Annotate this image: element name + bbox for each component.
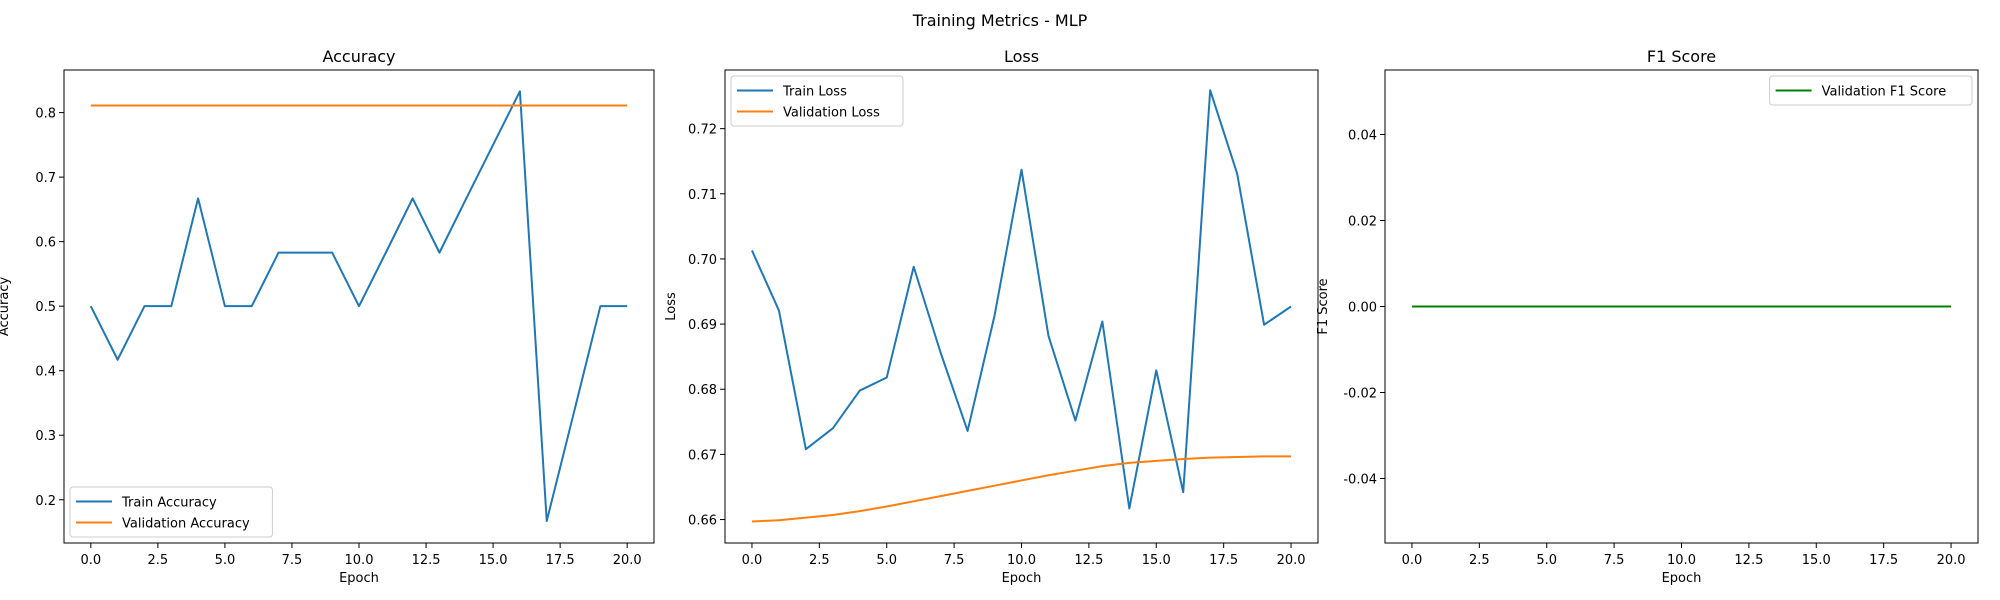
f1-score-panel: F1 Score 0.0 2.5 5.0 7.5 10.0 12.5 15.0 17.5 20.0…: [1316, 47, 1979, 586]
f1-score-x-tick-label: 5.0: [1536, 553, 1557, 568]
accuracy-y-tick-label: 0.3: [35, 429, 56, 444]
loss-series-line-2: [751, 455, 1292, 523]
loss-x-tick-label: 5.0: [876, 553, 897, 568]
loss-plot-frame: [724, 69, 1319, 544]
accuracy-x-tick-label: 5.0: [215, 553, 236, 568]
f1-score-y-tick-label: 0.02: [1348, 215, 1377, 230]
loss-legend-box: [730, 75, 904, 127]
accuracy-legend: Train Accuracy Validation Accuracy: [69, 486, 273, 538]
accuracy-plot-frame: [63, 69, 655, 544]
f1-score-legend-label: Validation F1 Score: [1822, 85, 1947, 100]
accuracy-legend-box: [69, 486, 273, 538]
f1-score-x-axis-label: Epoch: [1662, 571, 1702, 586]
f1-score-y-tick-label: 0.00: [1348, 301, 1377, 316]
f1-score-y-tick-label: 0.04: [1348, 129, 1377, 144]
f1-score-x-tick-label: 12.5: [1734, 553, 1763, 568]
loss-y-tick-label: 0.71: [688, 188, 717, 203]
loss-x-tick-label: 2.5: [809, 553, 830, 568]
f1-score-x-tick-label: 0.0: [1402, 553, 1423, 568]
loss-y-tick-label: 0.67: [688, 448, 717, 463]
f1-score-x-tick-label: 15.0: [1802, 553, 1831, 568]
loss-legend-label: Validation Loss: [783, 106, 880, 121]
f1-score-legend-box: [1769, 75, 1973, 106]
accuracy-x-tick-label: 12.5: [412, 553, 441, 568]
loss-y-tick-label: 0.66: [688, 514, 717, 529]
accuracy-y-tick-label: 0.2: [35, 494, 56, 509]
loss-x-tick-label: 12.5: [1074, 553, 1103, 568]
loss-panel: Loss 0.0 2.5 5.0 7.5 10.0 12.5 15.0 17.5 20.0 0.66…: [664, 47, 1319, 586]
loss-legend: Train Loss Validation Loss: [730, 75, 904, 127]
accuracy-y-tick-label: 0.4: [35, 365, 56, 380]
f1-score-legend: Validation F1 Score: [1769, 75, 1973, 106]
accuracy-x-tick-label: 17.5: [546, 553, 575, 568]
loss-x-tick-label: 17.5: [1209, 553, 1238, 568]
accuracy-x-tick-label: 7.5: [282, 553, 303, 568]
accuracy-title: Accuracy: [322, 47, 395, 66]
accuracy-y-tick-label: 0.8: [35, 107, 56, 122]
loss-y-axis-label: Loss: [664, 292, 679, 321]
loss-x-axis-label: Epoch: [1002, 571, 1042, 586]
loss-x-tick-label: 7.5: [944, 553, 965, 568]
loss-x-tick-label: 20.0: [1277, 553, 1306, 568]
loss-y-tick-label: 0.68: [688, 383, 717, 398]
f1-score-x-tick-label: 10.0: [1667, 553, 1696, 568]
figure-title: Training Metrics - MLP: [912, 11, 1088, 30]
f1-score-x-tick-label: 2.5: [1469, 553, 1490, 568]
loss-x-tick-label: 10.0: [1007, 553, 1036, 568]
accuracy-y-tick-label: 0.7: [35, 171, 56, 186]
accuracy-x-tick-label: 2.5: [148, 553, 169, 568]
loss-x-tick-label: 0.0: [742, 553, 763, 568]
accuracy-y-tick-label: 0.5: [35, 300, 56, 315]
accuracy-y-tick-label: 0.6: [35, 236, 56, 251]
f1-score-y-tick-label: -0.04: [1343, 473, 1377, 488]
f1-score-x-tick-label: 7.5: [1604, 553, 1625, 568]
loss-y-tick-label: 0.70: [688, 253, 717, 268]
accuracy-panel: Accuracy 0.0 2.5 5.0 7.5 10.0 12.5 15.0 17.5 20.0…: [0, 47, 655, 586]
loss-series-line-1: [751, 89, 1292, 510]
loss-y-tick-label: 0.69: [688, 318, 717, 333]
loss-x-tick-label: 15.0: [1142, 553, 1171, 568]
accuracy-legend-label: Train Accuracy: [121, 496, 217, 511]
accuracy-x-tick-label: 20.0: [613, 553, 642, 568]
loss-legend-label: Train Loss: [782, 85, 847, 100]
accuracy-x-tick-label: 10.0: [345, 553, 374, 568]
accuracy-series-line-1: [89, 90, 628, 523]
accuracy-legend-label: Validation Accuracy: [122, 517, 250, 532]
f1-score-plot-frame: [1384, 69, 1979, 544]
loss-title: Loss: [1004, 47, 1039, 66]
accuracy-x-tick-label: 15.0: [479, 553, 508, 568]
accuracy-y-axis-label: Accuracy: [0, 277, 12, 337]
loss-y-tick-label: 0.72: [688, 123, 717, 138]
chart-panels: Accuracy 0.0 2.5 5.0 7.5 10.0 12.5 15.0 17.5 20.0…: [0, 47, 1979, 586]
f1-score-x-tick-label: 17.5: [1869, 553, 1898, 568]
f1-score-title: F1 Score: [1647, 47, 1716, 66]
accuracy-x-axis-label: Epoch: [339, 571, 379, 586]
f1-score-y-axis-label: F1 Score: [1316, 278, 1331, 334]
f1-score-y-tick-label: -0.02: [1343, 387, 1377, 402]
accuracy-x-tick-label: 0.0: [80, 553, 101, 568]
f1-score-x-tick-label: 20.0: [1937, 553, 1966, 568]
